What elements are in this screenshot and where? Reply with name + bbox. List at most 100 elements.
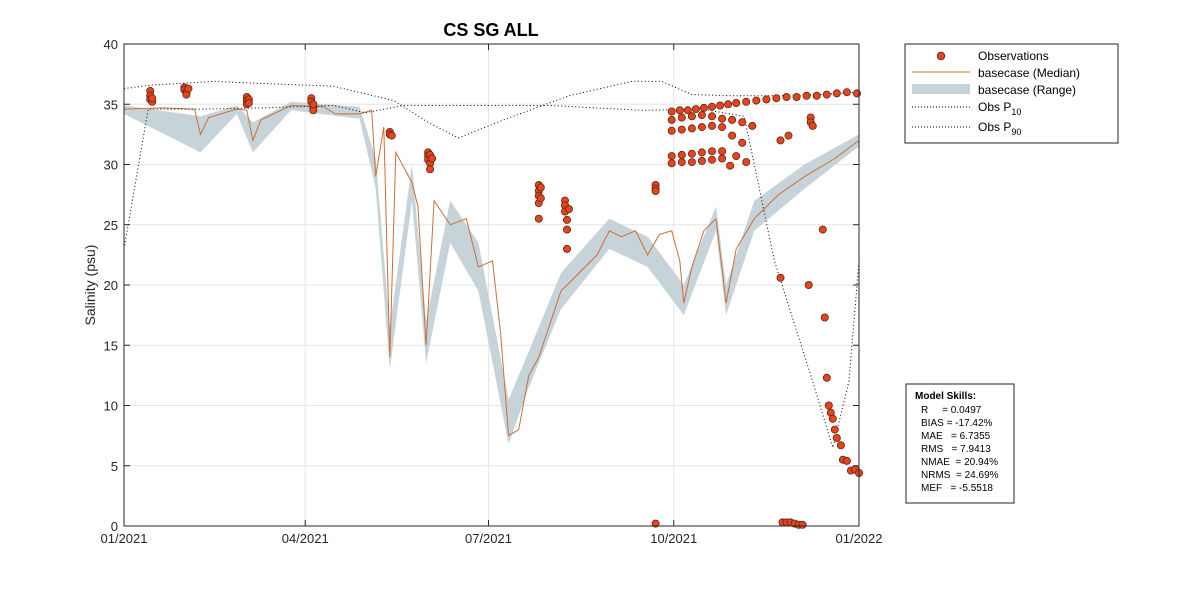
observation-point [718, 123, 727, 132]
observation-point [708, 147, 717, 156]
observation-point [667, 115, 676, 124]
series-range-band [124, 101, 859, 445]
observation-point [677, 113, 686, 122]
observation-point [708, 112, 717, 121]
observation-point [651, 186, 660, 195]
plot-series [124, 80, 859, 450]
observation-point [738, 118, 747, 127]
observation-point [536, 194, 545, 203]
observation-point [563, 225, 572, 234]
observation-point [697, 156, 706, 165]
skills-heading: Model Skills: [915, 391, 976, 402]
legend-swatch-range [912, 84, 970, 94]
observation-point [742, 158, 751, 167]
observation-point [798, 520, 807, 529]
observation-point [812, 91, 821, 100]
observation-point [784, 131, 793, 140]
observation-point [565, 205, 574, 214]
y-tick-label: 0 [111, 519, 118, 534]
chart-title: CS SG ALL [443, 20, 538, 40]
observation-point [820, 313, 829, 322]
observation-point [534, 214, 543, 223]
observation-point [718, 147, 727, 156]
observation-point [842, 88, 851, 97]
observation-point [842, 456, 851, 465]
observation-point [742, 97, 751, 106]
observation-point [651, 519, 660, 528]
observation-point [697, 123, 706, 132]
observation-point [724, 100, 733, 109]
model-skills-box: Model Skills: R = 0.0497 BIAS = -17.42% … [905, 383, 1015, 504]
observation-point [687, 112, 696, 121]
observation-point [148, 94, 157, 103]
legend-label-observations: Observations [978, 49, 1049, 63]
observation-point [728, 131, 737, 140]
observation-point [691, 105, 700, 114]
legend-label-p10: Obs P10 [978, 100, 1021, 117]
observation-point [822, 373, 831, 382]
observation-point [387, 131, 396, 140]
observation-point [677, 125, 686, 134]
observation-point [708, 121, 717, 130]
observation-point [782, 93, 791, 102]
observation-point [772, 94, 781, 103]
legend-swatch-observations [936, 51, 946, 61]
observation-point [808, 121, 817, 130]
observation-point [536, 183, 545, 192]
skill-nrms: NRMS = 24.69% [921, 470, 999, 481]
observation-point [836, 441, 845, 450]
observation-point [830, 425, 839, 434]
observation-point [309, 100, 318, 109]
observation-point [708, 155, 717, 164]
y-tick-label: 25 [104, 218, 118, 233]
observation-point [832, 433, 841, 442]
observation-point [563, 215, 572, 224]
plot-area [124, 80, 864, 529]
observation-point [677, 158, 686, 167]
observation-point [824, 401, 833, 410]
observation-point [184, 84, 193, 93]
observation-point [699, 103, 708, 112]
observation-point [732, 99, 741, 108]
skill-r: R = 0.0497 [921, 405, 982, 416]
observation-point [718, 154, 727, 163]
legend-label-range: basecase (Range) [978, 83, 1076, 97]
y-tick-label: 10 [104, 399, 118, 414]
observation-point [752, 96, 761, 105]
observation-point [426, 165, 435, 174]
y-tick-label: 20 [104, 278, 118, 293]
observation-point [776, 273, 785, 282]
observation-point [748, 121, 757, 130]
observation-point [726, 161, 735, 170]
y-axis-label: Salinity (psu) [82, 245, 98, 326]
skill-mae: MAE = 6.7355 [921, 431, 991, 442]
observation-point [667, 107, 676, 116]
skill-mef: MEF = -5.5518 [921, 483, 993, 494]
observation-point [677, 150, 686, 159]
x-tick-label: 10/2021 [650, 531, 697, 546]
legend: Observations basecase (Median) basecase … [904, 43, 1119, 144]
y-tick-label: 15 [104, 338, 118, 353]
observation-point [687, 158, 696, 167]
skill-bias: BIAS = -17.42% [921, 418, 993, 429]
observation-point [687, 149, 696, 158]
y-tick-label: 40 [104, 37, 118, 52]
observation-point [718, 114, 727, 123]
series-median-line [124, 104, 859, 437]
observation-point [853, 89, 862, 98]
observation-point [804, 280, 813, 289]
observation-point [683, 106, 692, 115]
observation-point [563, 244, 572, 253]
observation-point [832, 89, 841, 98]
x-tick-label: 01/2022 [836, 531, 883, 546]
observation-point [667, 152, 676, 161]
observation-point [738, 138, 747, 147]
observation-point [716, 101, 725, 110]
observation-point [667, 126, 676, 135]
observation-point [697, 111, 706, 120]
legend-label-median: basecase (Median) [978, 66, 1080, 80]
y-tick-label: 30 [104, 158, 118, 173]
observation-point [708, 102, 717, 111]
observation-point [728, 115, 737, 124]
